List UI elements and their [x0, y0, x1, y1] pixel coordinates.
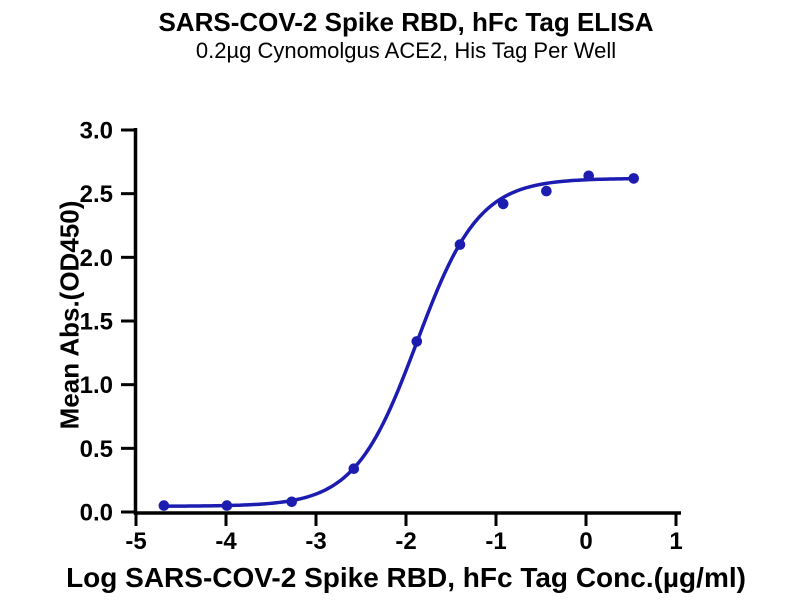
x-tick-label: -1: [485, 528, 506, 555]
data-point: [454, 239, 466, 250]
data-point: [411, 336, 423, 347]
x-tick-label: 0: [579, 528, 592, 555]
y-tick-label: 2.5: [80, 181, 113, 208]
data-point: [541, 185, 552, 197]
data-point: [497, 198, 509, 210]
y-tick-label: 2.0: [80, 245, 113, 272]
data-point: [348, 463, 360, 475]
y-tick-label: 1.5: [80, 309, 113, 336]
data-point: [221, 500, 233, 511]
y-tick-label: 1.0: [80, 372, 113, 399]
x-tick-label: 1: [669, 528, 682, 555]
x-axis-title: Log SARS-COV-2 Spike RBD, hFc Tag Conc.(…: [66, 562, 746, 593]
data-point: [628, 173, 639, 184]
x-tick-label: -3: [305, 528, 326, 555]
x-tick-label: -5: [125, 528, 146, 555]
data-point: [158, 500, 170, 511]
data-point: [286, 496, 298, 508]
x-tick-label: -4: [215, 528, 237, 555]
fit-curve: [162, 176, 636, 508]
data-point: [583, 170, 594, 182]
y-tick-label: 0.5: [80, 436, 113, 463]
y-tick-label: 0.0: [80, 500, 113, 527]
x-tick-label: -2: [395, 528, 416, 555]
y-tick-label: 3.0: [80, 118, 113, 145]
chart-title: SARS-COV-2 Spike RBD, hFc Tag ELISA: [158, 7, 654, 37]
chart-subtitle: 0.2µg Cynomolgus ACE2, His Tag Per Well: [195, 38, 617, 63]
